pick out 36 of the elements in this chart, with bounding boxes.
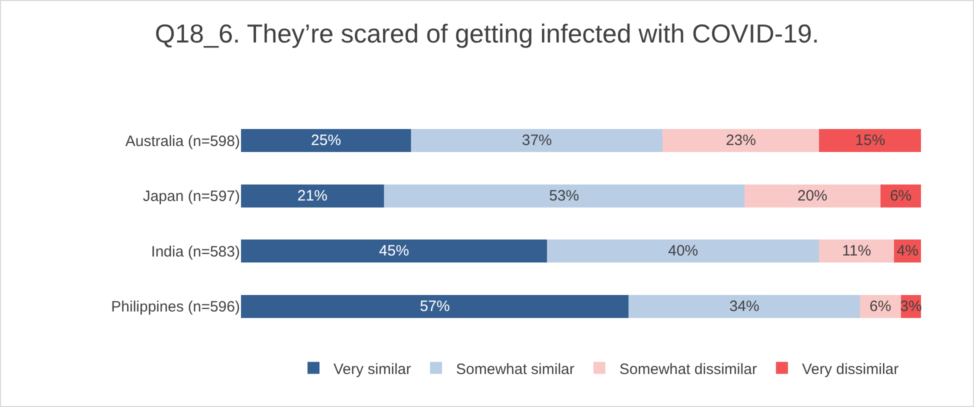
data-label: 15% — [855, 132, 886, 150]
bar — [662, 129, 820, 152]
legend-label: Somewhat similar — [456, 360, 574, 378]
data-label: 6% — [870, 298, 892, 315]
legend-label: Very similar — [334, 360, 412, 378]
bar — [819, 240, 894, 263]
data-label: 20% — [797, 187, 828, 204]
y-tick-label: Philippines (n=596) — [111, 298, 240, 316]
data-label: 21% — [297, 187, 328, 204]
bar — [744, 184, 880, 208]
y-tick-label: India (n=583) — [151, 243, 240, 260]
y-tick-label: Japan (n=597) — [142, 188, 240, 206]
data-label: 45% — [379, 242, 410, 260]
data-label: 34% — [729, 298, 760, 315]
bar — [628, 294, 860, 318]
bar — [384, 184, 744, 208]
data-label: 40% — [668, 242, 698, 260]
data-label: 37% — [522, 132, 552, 150]
data-label: 23% — [726, 132, 756, 150]
legend-label: Very dissimilar — [802, 360, 899, 378]
bar — [241, 184, 384, 208]
data-label: 57% — [420, 298, 450, 315]
bar — [241, 129, 412, 152]
bar — [547, 240, 820, 263]
legend-label: Somewhat dissimilar — [619, 360, 757, 378]
data-label: 53% — [549, 187, 580, 204]
data-label: 11% — [842, 242, 872, 260]
data-label: 25% — [311, 132, 342, 150]
chart-title: Q18_6. They’re scared of getting infected with COVID-19. — [154, 18, 820, 48]
bar — [241, 294, 629, 318]
data-label: 4% — [896, 242, 918, 260]
bar — [819, 129, 922, 152]
bar — [411, 129, 663, 152]
data-label: 6% — [890, 187, 912, 204]
y-tick-label: Australia (n=598) — [125, 132, 240, 150]
bar — [241, 240, 548, 263]
